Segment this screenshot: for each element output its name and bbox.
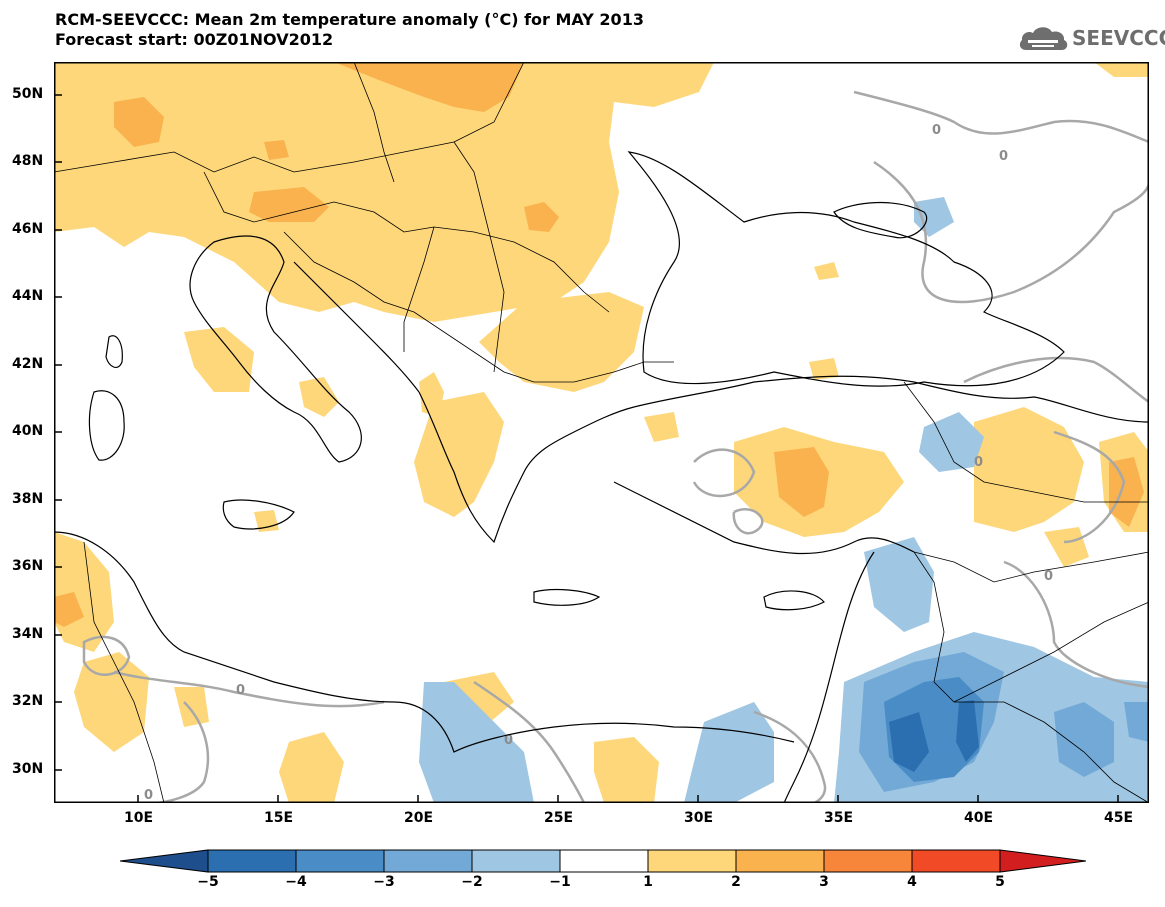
lon-label-10e: 10E: [124, 810, 154, 826]
coastlines: [54, 151, 1149, 803]
lat-label-36n: 36N: [12, 558, 44, 574]
lat-label-38n: 38N: [12, 491, 44, 507]
lat-label-44n: 44N: [12, 288, 44, 304]
contour-label: 0: [144, 788, 153, 803]
colorbar-tick: −5: [197, 874, 219, 890]
colorbar-segment: [120, 849, 209, 873]
lat-ticks: [54, 94, 62, 771]
lon-label-40e: 40E: [964, 810, 994, 826]
lat-label-50n: 50N: [12, 86, 44, 102]
colorbar-segment: [999, 849, 1086, 873]
colorbar-tick: 3: [819, 874, 829, 890]
positive-anomaly-2-3: [54, 62, 1144, 627]
lon-label-35e: 35E: [824, 810, 854, 826]
title-line-2: Forecast start: 00Z01NOV2012: [55, 30, 334, 49]
lat-label-30n: 30N: [12, 761, 44, 777]
lon-ticks: [137, 795, 1119, 803]
lon-label-45e: 45E: [1104, 810, 1134, 826]
contour-labels: 0 0 0 0 0 0 0: [144, 123, 1053, 803]
colorbar-tick: 1: [643, 874, 653, 890]
seevccc-logo: SEEVCCC: [1018, 22, 1165, 54]
map-title: RCM-SEEVCCC: Mean 2m temperature anomaly…: [55, 10, 644, 50]
colorbar-segment: [911, 849, 1001, 873]
colorbar-tick: −3: [373, 874, 395, 890]
colorbar-tick: −4: [285, 874, 307, 890]
colorbar-tick: 4: [907, 874, 917, 890]
colorbar-segment: [383, 849, 473, 873]
contour-label: 0: [1044, 569, 1053, 584]
lat-label-48n: 48N: [12, 153, 44, 169]
contour-label: 0: [932, 123, 941, 138]
colorbar-segment: [823, 849, 913, 873]
contour-label: 0: [999, 149, 1008, 164]
title-line-1: RCM-SEEVCCC: Mean 2m temperature anomaly…: [55, 10, 644, 29]
colorbar: [120, 849, 1086, 873]
contour-label: 0: [504, 733, 513, 748]
colorbar-tick: 5: [995, 874, 1005, 890]
lon-label-15e: 15E: [264, 810, 294, 826]
colorbar-segment: [207, 849, 297, 873]
colorbar-segment: [559, 849, 649, 873]
colorbar-segment: [735, 849, 825, 873]
lon-label-25e: 25E: [544, 810, 574, 826]
cloud-logo-icon: [1019, 27, 1068, 50]
lat-label-32n: 32N: [12, 693, 44, 709]
lat-label-40n: 40N: [12, 423, 44, 439]
colorbar-segment: [295, 849, 385, 873]
colorbar-tick: −2: [461, 874, 483, 890]
lon-label-30e: 30E: [684, 810, 714, 826]
country-borders: [54, 62, 1149, 803]
colorbar-tick: 2: [731, 874, 741, 890]
colorbar-segment: [471, 849, 561, 873]
anomaly-map: 0 0 0 0 0 0 0: [54, 62, 1149, 803]
contour-label: 0: [974, 455, 983, 470]
lat-label-46n: 46N: [12, 221, 44, 237]
zero-contours: [82, 90, 1149, 803]
contour-label: 0: [236, 683, 245, 698]
logo-text: SEEVCCC: [1072, 26, 1165, 50]
colorbar-tick: −1: [549, 874, 571, 890]
negative-anomaly-4-5: [889, 700, 979, 772]
lat-label-34n: 34N: [12, 626, 44, 642]
lat-label-42n: 42N: [12, 356, 44, 372]
lon-label-20e: 20E: [404, 810, 434, 826]
colorbar-segment: [647, 849, 737, 873]
